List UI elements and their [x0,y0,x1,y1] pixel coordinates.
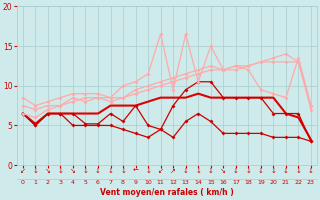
X-axis label: Vent moyen/en rafales ( km/h ): Vent moyen/en rafales ( km/h ) [100,188,234,197]
